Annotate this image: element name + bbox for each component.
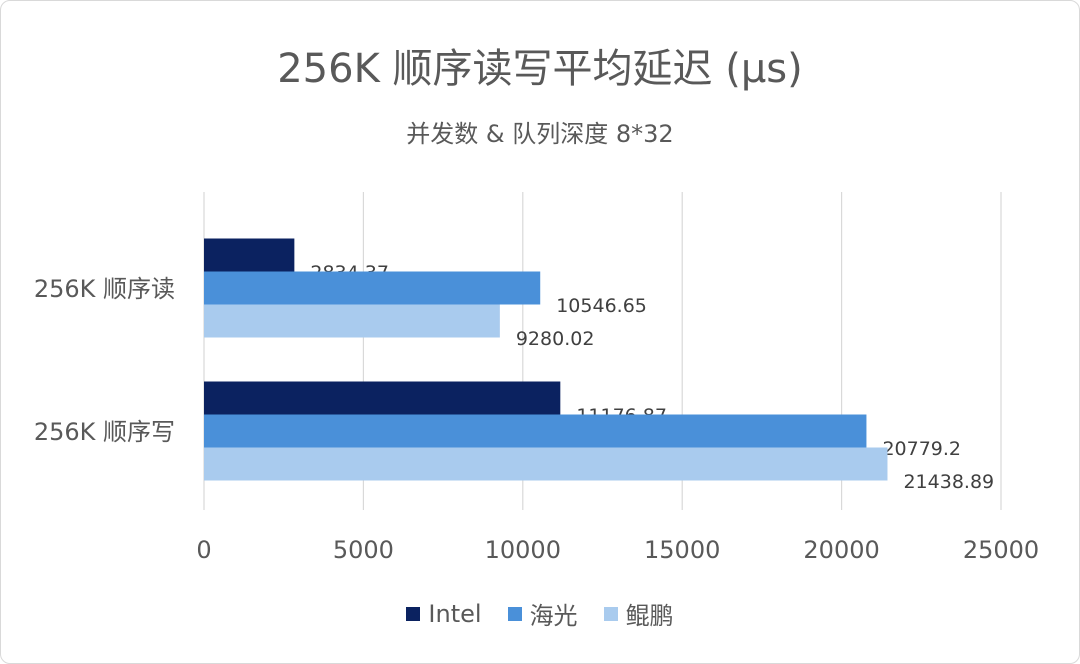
chart-title: 256K 顺序读写平均延迟 (μs) — [277, 46, 803, 92]
legend-item-hygon: 海光 — [507, 596, 578, 631]
legend-item-intel: Intel — [406, 596, 482, 631]
legend-swatch-intel — [406, 606, 421, 621]
category-label: 256K 顺序读 — [34, 275, 175, 303]
legend-label-kunpeng: 鲲鹏 — [625, 602, 674, 630]
data-label: 9280.02 — [516, 328, 595, 350]
bar — [204, 414, 867, 448]
legend: Intel 海光 鲲鹏 — [0, 596, 1080, 631]
bar — [204, 271, 541, 305]
data-label: 20779.2 — [882, 438, 961, 460]
category-label: 256K 顺序写 — [34, 418, 175, 446]
legend-label-intel: Intel — [428, 599, 482, 628]
chart-subtitle: 并发数 & 队列深度 8*32 — [406, 120, 674, 148]
bar — [204, 447, 888, 481]
legend-swatch-kunpeng — [603, 606, 618, 621]
x-tick-label: 10000 — [485, 536, 561, 564]
x-tick-label: 20000 — [803, 536, 879, 564]
data-label: 21438.89 — [903, 471, 994, 493]
legend-item-kunpeng: 鲲鹏 — [603, 596, 674, 631]
legend-label-hygon: 海光 — [529, 602, 578, 630]
bar — [204, 238, 295, 272]
data-label: 10546.65 — [556, 295, 647, 317]
x-tick-label: 15000 — [644, 536, 720, 564]
x-tick-label: 5000 — [333, 536, 394, 564]
bar — [204, 381, 561, 415]
x-tick-label: 25000 — [963, 536, 1039, 564]
bar — [204, 304, 500, 338]
x-tick-label: 0 — [196, 536, 211, 564]
legend-swatch-hygon — [507, 606, 522, 621]
